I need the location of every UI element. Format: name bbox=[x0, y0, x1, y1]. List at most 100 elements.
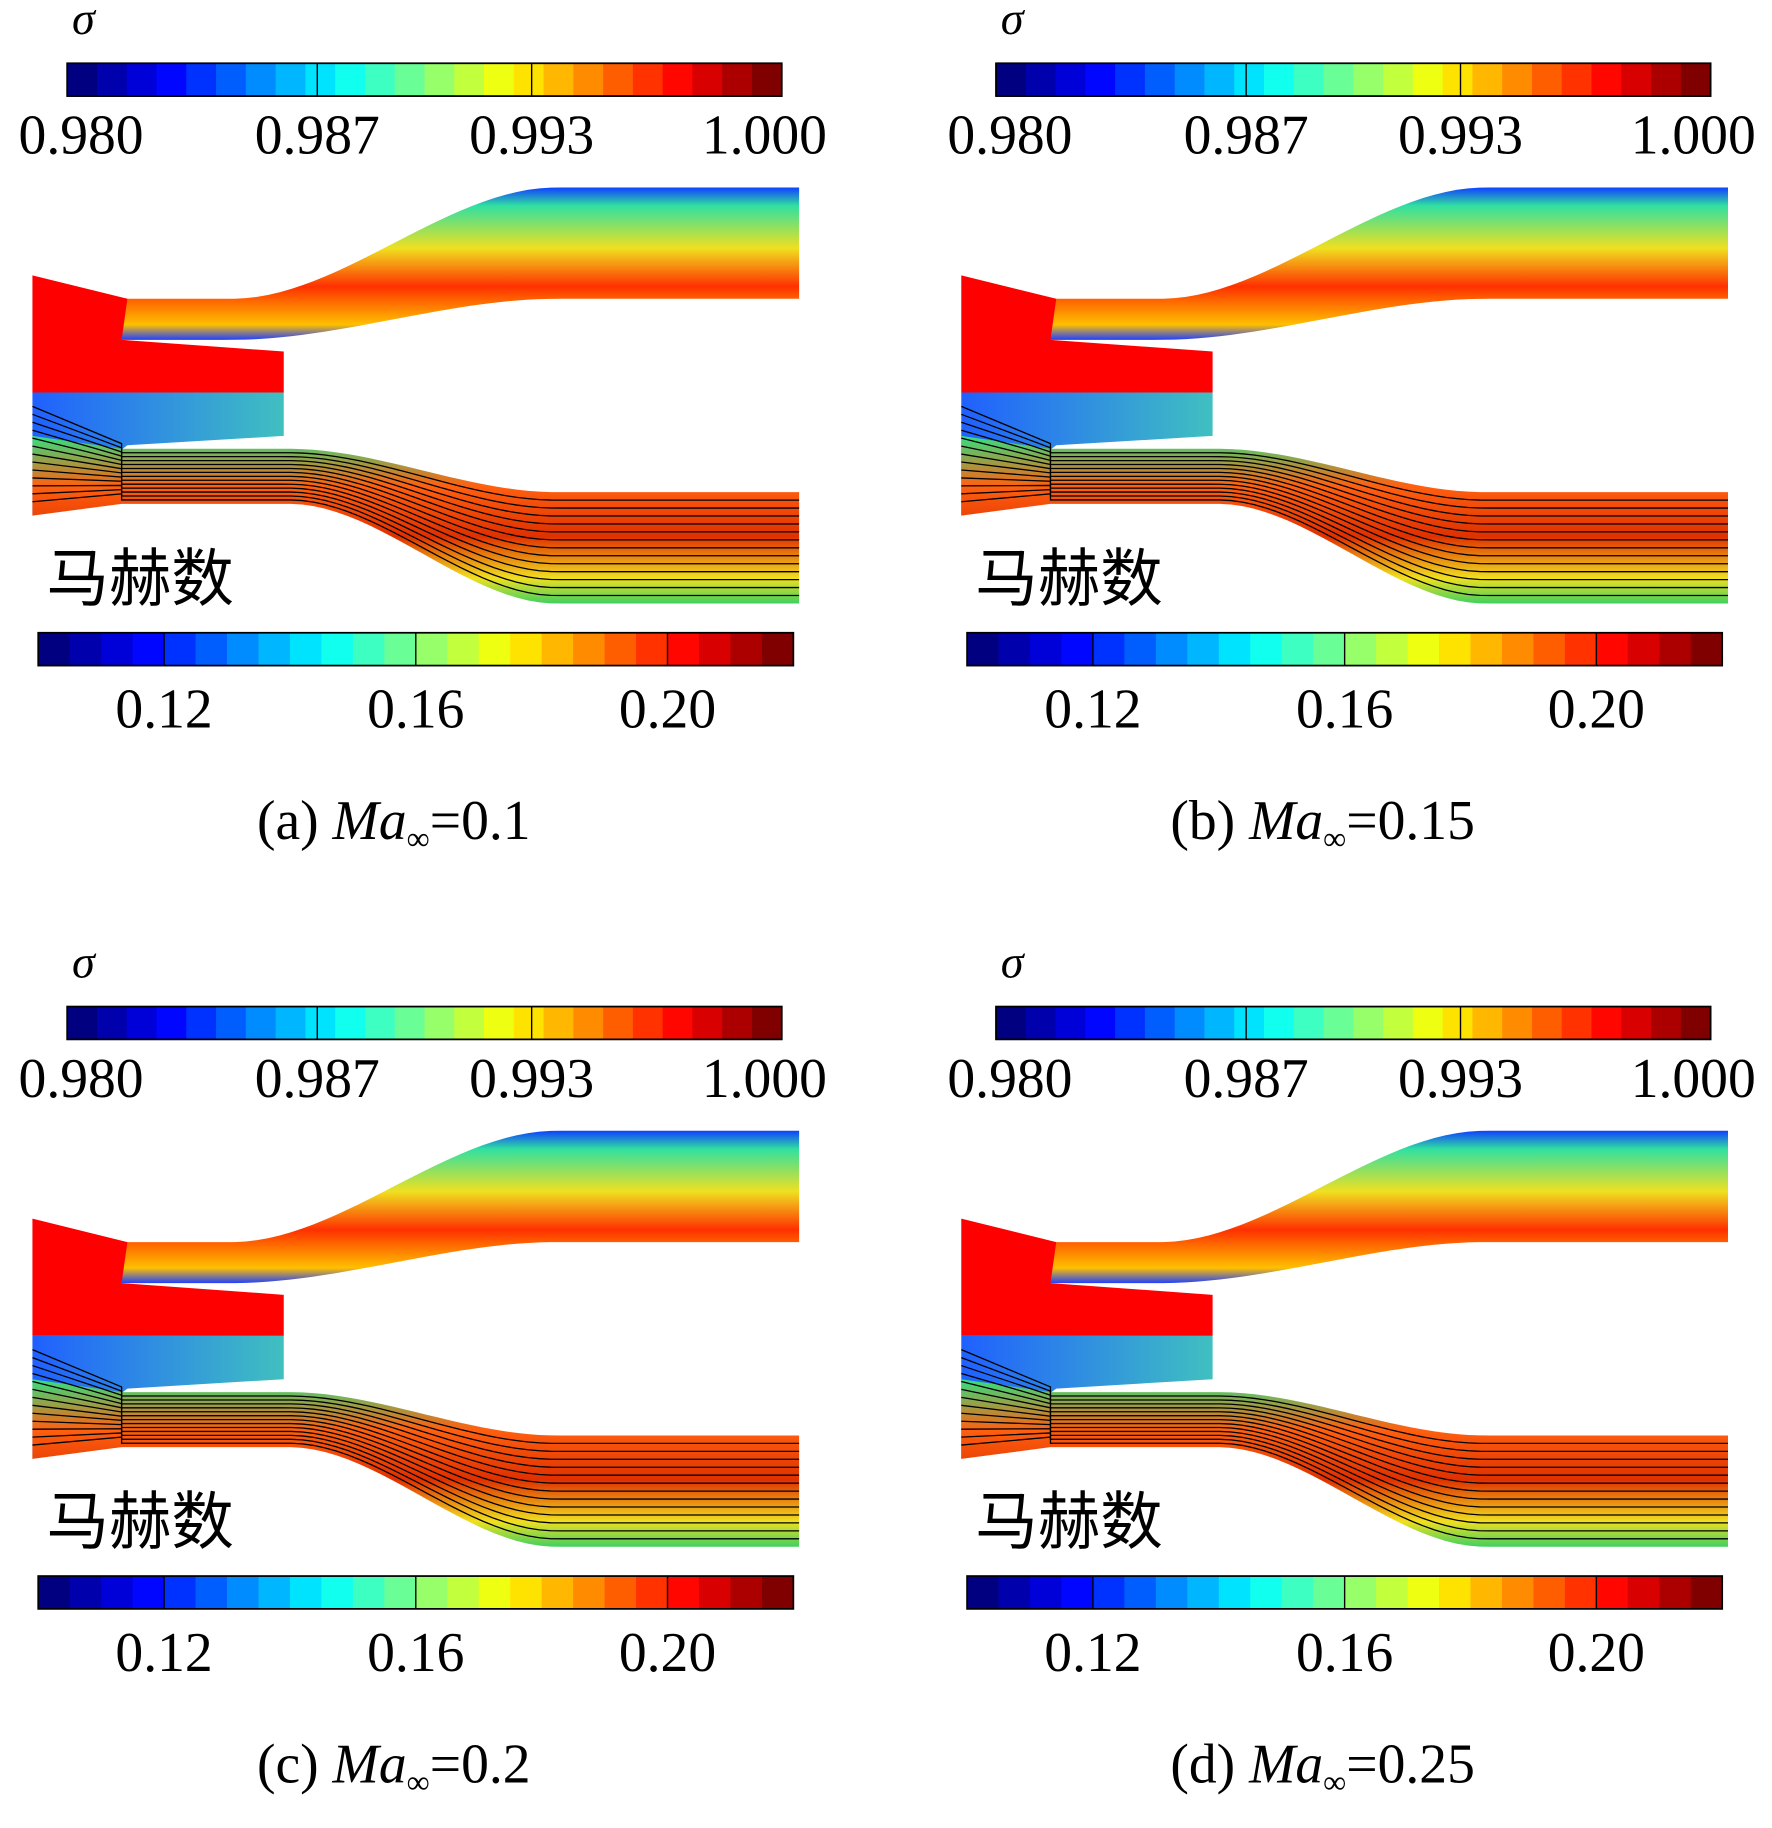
colorbar-step bbox=[1591, 63, 1622, 97]
mach-tick-label: 0.16 bbox=[1296, 678, 1393, 740]
colorbar-step bbox=[1561, 1006, 1593, 1040]
mach-label: 马赫数 bbox=[975, 1487, 1163, 1557]
colorbar-step bbox=[321, 632, 354, 666]
streamline bbox=[961, 461, 1728, 557]
streamline bbox=[961, 1420, 1728, 1516]
mach-label: 马赫数 bbox=[46, 544, 234, 614]
colorbar-step bbox=[1085, 63, 1116, 97]
streamline bbox=[961, 469, 1728, 565]
lower-duct-field bbox=[32, 1379, 800, 1547]
colorbar-step bbox=[1596, 1576, 1629, 1609]
colorbar-step bbox=[1029, 632, 1063, 666]
sigma-tick-label: 0.987 bbox=[1184, 104, 1309, 166]
sigma-label: σ bbox=[1001, 936, 1026, 988]
colorbar-step bbox=[1218, 1576, 1251, 1609]
colorbar-step bbox=[216, 1006, 247, 1040]
colorbar-step bbox=[1323, 1006, 1354, 1040]
colorbar-step bbox=[1055, 63, 1086, 97]
colorbar-step bbox=[1144, 63, 1176, 97]
streamline bbox=[32, 1388, 800, 1484]
streamline bbox=[961, 405, 1728, 501]
colorbar-step bbox=[69, 1576, 102, 1609]
caption-value: =0.25 bbox=[1346, 1733, 1475, 1795]
colorbar-step bbox=[1470, 632, 1503, 666]
colorbar-step bbox=[1263, 63, 1295, 97]
lower-inlet-field bbox=[32, 1335, 284, 1459]
mach-tick-label: 0.16 bbox=[367, 678, 464, 740]
caption: (d) Ma∞=0.25 bbox=[1170, 1733, 1475, 1801]
colorbar-step bbox=[352, 632, 385, 666]
colorbar-step bbox=[195, 1576, 228, 1609]
upper-duct-field bbox=[121, 187, 800, 340]
colorbar-step bbox=[69, 632, 102, 666]
streamline bbox=[961, 1349, 1728, 1445]
sigma-tick-label: 1.000 bbox=[1631, 104, 1756, 166]
colorbar-step bbox=[1055, 1006, 1086, 1040]
colorbar-step bbox=[541, 1576, 574, 1609]
colorbar-step bbox=[415, 1576, 448, 1609]
colorbar-step bbox=[454, 63, 485, 97]
colorbar-step bbox=[1124, 1576, 1157, 1609]
colorbar-step bbox=[1591, 1006, 1622, 1040]
colorbar-step bbox=[164, 632, 197, 666]
colorbar-step bbox=[604, 632, 637, 666]
inlet-field bbox=[32, 275, 284, 393]
colorbar-step bbox=[1025, 1006, 1057, 1040]
streamline bbox=[32, 1357, 800, 1452]
mach-tick-label: 0.12 bbox=[115, 1622, 212, 1684]
lower-duct-field bbox=[32, 435, 800, 604]
colorbar-step bbox=[484, 63, 515, 97]
streamline bbox=[961, 453, 1728, 549]
colorbar-step bbox=[632, 1006, 664, 1040]
sigma-label: σ bbox=[72, 0, 97, 45]
caption: (a) Ma∞=0.1 bbox=[257, 790, 531, 858]
sigma-tick-label: 1.000 bbox=[702, 104, 827, 166]
caption-subscript: ∞ bbox=[407, 822, 430, 858]
lower-inlet-field bbox=[32, 392, 284, 516]
colorbar-step bbox=[258, 632, 291, 666]
mach-tick-label: 0.20 bbox=[619, 678, 716, 740]
colorbar-step bbox=[510, 632, 543, 666]
colorbar-step bbox=[1442, 63, 1473, 97]
caption-value: =0.2 bbox=[430, 1733, 531, 1795]
colorbar-step bbox=[289, 632, 322, 666]
colorbar-step bbox=[454, 1006, 485, 1040]
colorbar-step bbox=[478, 632, 511, 666]
streamline bbox=[961, 437, 1728, 533]
streamline bbox=[32, 429, 800, 525]
caption-label: (c) bbox=[257, 1733, 319, 1795]
streamline bbox=[961, 1404, 1728, 1500]
caption-subscript: ∞ bbox=[407, 1765, 430, 1801]
streamline bbox=[961, 1412, 1728, 1508]
mach-label: 马赫数 bbox=[46, 1487, 234, 1557]
upper-duct-field bbox=[121, 1130, 800, 1284]
streamline bbox=[961, 1372, 1728, 1468]
streamline bbox=[32, 1412, 800, 1508]
colorbar-step bbox=[967, 632, 1000, 666]
colorbar-step bbox=[513, 1006, 545, 1040]
colorbar-step bbox=[1281, 1576, 1314, 1609]
colorbar-step bbox=[636, 632, 669, 666]
colorbar-step bbox=[1092, 1576, 1125, 1609]
colorbar-step bbox=[1533, 632, 1566, 666]
lower-duct-field bbox=[961, 1379, 1728, 1547]
colorbar-step bbox=[1313, 632, 1346, 666]
colorbar-step bbox=[216, 63, 247, 97]
colorbar-step bbox=[1659, 1576, 1692, 1609]
sigma-label: σ bbox=[72, 936, 97, 988]
colorbar-step bbox=[156, 1006, 187, 1040]
streamline bbox=[32, 1420, 800, 1516]
colorbar-step bbox=[335, 63, 366, 97]
mach-tick-label: 0.12 bbox=[1044, 678, 1141, 740]
inlet-field bbox=[32, 1218, 284, 1336]
streamline bbox=[32, 488, 800, 589]
colorbar-step bbox=[132, 632, 165, 666]
colorbar-step bbox=[1472, 1006, 1503, 1040]
colorbar-step bbox=[195, 632, 228, 666]
mach-tick-label: 0.20 bbox=[1548, 678, 1645, 740]
colorbar-step bbox=[1680, 1006, 1712, 1040]
streamline bbox=[961, 429, 1728, 525]
colorbar-step bbox=[761, 632, 794, 666]
caption-label: (d) bbox=[1170, 1733, 1235, 1795]
colorbar-step bbox=[1092, 632, 1125, 666]
